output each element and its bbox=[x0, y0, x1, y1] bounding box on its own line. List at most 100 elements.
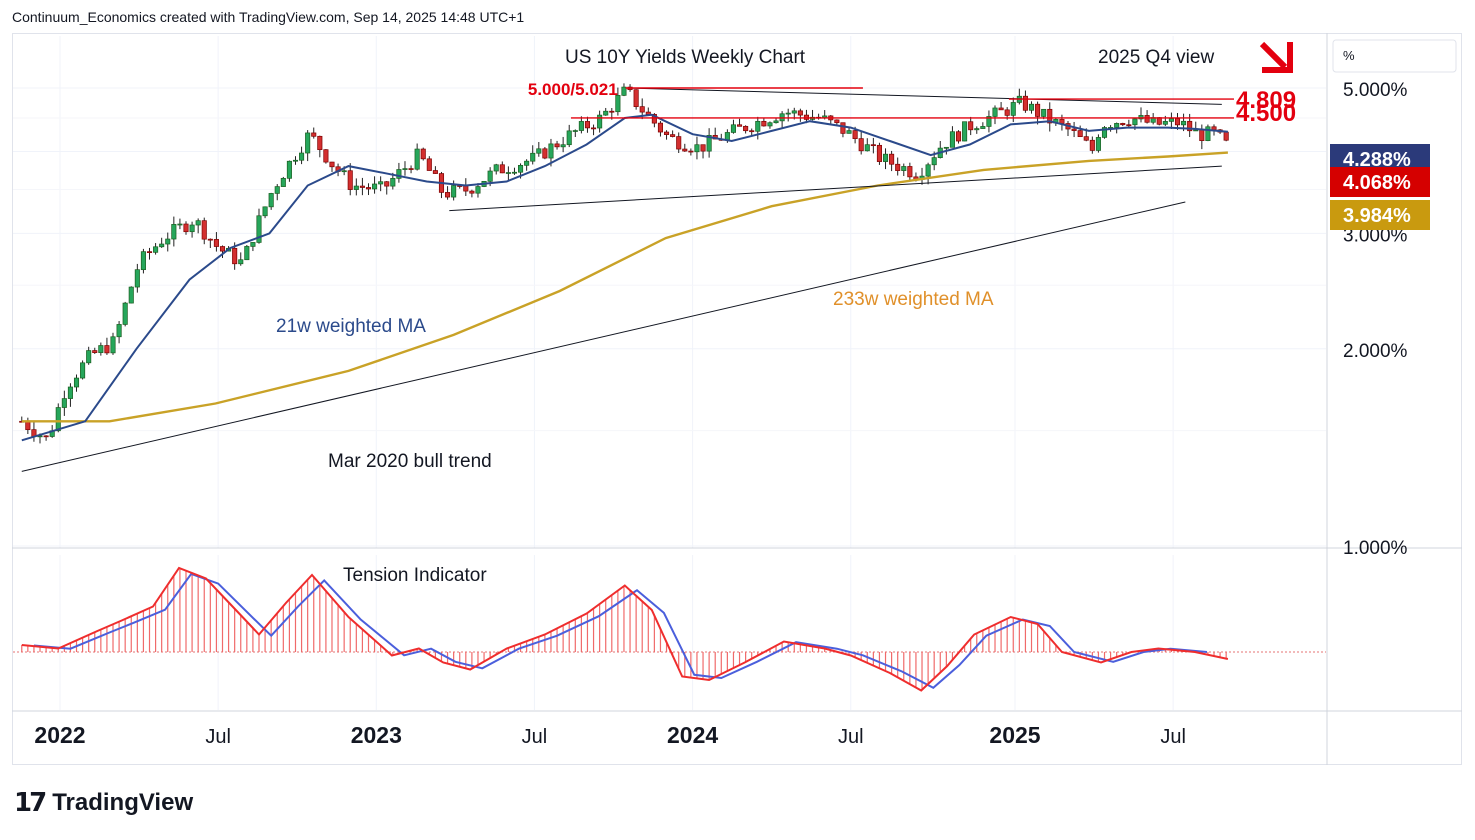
candle-body bbox=[1071, 128, 1077, 131]
ma233-label: 233w weighted MA bbox=[833, 289, 994, 310]
candle-body bbox=[1168, 118, 1174, 122]
candle bbox=[505, 166, 511, 181]
candle bbox=[968, 116, 974, 136]
x-tick-label: 2022 bbox=[34, 722, 85, 748]
candle-body bbox=[378, 181, 384, 185]
candle-body bbox=[1187, 120, 1193, 132]
candle-body bbox=[615, 95, 621, 113]
candle-body bbox=[876, 144, 882, 162]
candle bbox=[244, 244, 250, 261]
candle-body bbox=[207, 238, 213, 241]
tradingview-logo[interactable]: 17 TradingView bbox=[14, 788, 193, 818]
candle bbox=[998, 102, 1004, 111]
candle-body bbox=[201, 220, 207, 240]
candle-body bbox=[688, 150, 694, 153]
candle-body bbox=[256, 215, 262, 243]
candle bbox=[530, 145, 536, 165]
candle bbox=[1144, 110, 1150, 124]
candle-body bbox=[104, 345, 110, 354]
candle-body bbox=[901, 166, 907, 171]
candle-body bbox=[98, 345, 104, 353]
candle bbox=[1016, 88, 1022, 105]
candle bbox=[858, 131, 864, 155]
candle bbox=[797, 108, 803, 122]
candle-body bbox=[1181, 120, 1187, 126]
candle-body bbox=[1095, 137, 1101, 151]
candle bbox=[353, 178, 359, 196]
candle bbox=[140, 248, 146, 274]
candle bbox=[213, 232, 219, 252]
candle bbox=[1077, 125, 1083, 138]
candle-body bbox=[1126, 124, 1132, 127]
candle bbox=[1059, 114, 1065, 131]
candle-body bbox=[767, 122, 773, 127]
candle bbox=[43, 435, 49, 441]
candle-body bbox=[554, 143, 560, 148]
candles-group bbox=[19, 83, 1229, 444]
candle bbox=[61, 390, 67, 416]
candle-body bbox=[992, 107, 998, 117]
candle bbox=[876, 142, 882, 165]
candle bbox=[475, 183, 481, 198]
candle bbox=[603, 107, 609, 116]
candle bbox=[803, 109, 809, 124]
tension-label: Tension Indicator bbox=[343, 565, 487, 586]
candle-body bbox=[323, 149, 329, 163]
candle bbox=[1071, 121, 1077, 138]
candle-body bbox=[1022, 95, 1028, 111]
candle bbox=[134, 263, 140, 293]
candle bbox=[469, 189, 475, 198]
candle-body bbox=[651, 114, 657, 124]
candle-body bbox=[1114, 123, 1120, 128]
candle-body bbox=[511, 171, 518, 174]
candle bbox=[986, 110, 992, 133]
candle bbox=[767, 121, 773, 129]
candle bbox=[110, 332, 116, 355]
candle bbox=[189, 221, 195, 238]
candle-body bbox=[274, 186, 280, 194]
candle-body bbox=[518, 164, 524, 173]
chart-subtitle: 2025 Q4 view bbox=[1098, 47, 1214, 68]
candle-body bbox=[213, 239, 219, 247]
candle-body bbox=[402, 168, 408, 170]
candle-body bbox=[1199, 129, 1205, 141]
candle-body bbox=[584, 121, 591, 129]
candle-body bbox=[1132, 118, 1138, 126]
candle-body bbox=[974, 128, 980, 131]
candle-body bbox=[43, 435, 49, 438]
candle-body bbox=[730, 124, 736, 133]
candle-body bbox=[92, 350, 98, 353]
trendline bbox=[21, 201, 1186, 472]
candle bbox=[426, 156, 432, 171]
candle-body bbox=[116, 324, 122, 338]
candle-body bbox=[73, 377, 80, 388]
candle bbox=[183, 221, 189, 235]
candle-body bbox=[219, 246, 226, 252]
candle bbox=[949, 126, 955, 148]
candle bbox=[755, 116, 761, 140]
candle-body bbox=[840, 122, 846, 134]
candle bbox=[584, 116, 591, 133]
candle bbox=[1150, 113, 1156, 125]
candle-body bbox=[329, 161, 335, 168]
candle bbox=[730, 119, 736, 134]
price-scale-unit: % bbox=[1343, 48, 1355, 63]
candle-body bbox=[122, 302, 128, 325]
candle bbox=[311, 127, 317, 139]
candle-body bbox=[998, 107, 1004, 111]
candle bbox=[365, 183, 372, 196]
ma21-label: 21w weighted MA bbox=[276, 316, 426, 337]
x-tick-label: Jul bbox=[205, 726, 231, 748]
candle bbox=[159, 237, 165, 248]
candle bbox=[889, 150, 895, 172]
candle bbox=[262, 206, 268, 219]
candle bbox=[749, 128, 755, 136]
candle bbox=[463, 178, 469, 196]
candle bbox=[420, 147, 426, 161]
candle bbox=[688, 148, 694, 156]
candle bbox=[895, 157, 901, 176]
candle bbox=[219, 245, 226, 258]
candle-body bbox=[609, 110, 615, 113]
candle bbox=[1035, 101, 1041, 125]
